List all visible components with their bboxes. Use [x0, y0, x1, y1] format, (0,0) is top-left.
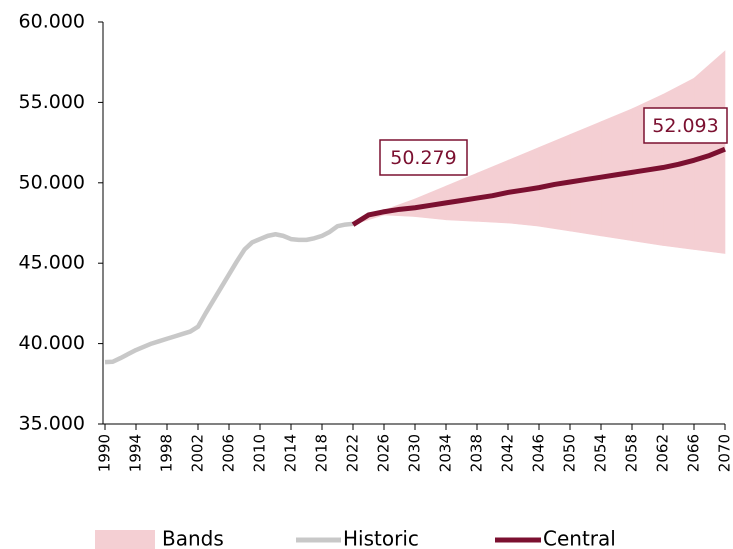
y-tick-label: 45.000	[19, 252, 85, 274]
x-tick-label: 2066	[685, 434, 703, 472]
x-tick-label: 2022	[344, 434, 362, 472]
x-tick-label: 2058	[623, 434, 641, 472]
line-2	[351, 146, 726, 227]
x-tick-label: 2070	[716, 434, 733, 472]
annotation-box	[643, 107, 728, 144]
x-tick-label: 2054	[592, 434, 610, 472]
x-tick-label: 2034	[437, 434, 455, 472]
annotation: 50.279	[390, 147, 456, 169]
x-tick-label: 2042	[499, 434, 517, 472]
x-tick-label: 2002	[189, 434, 207, 472]
y-tick-label: 40.000	[19, 332, 85, 354]
x-tick-label: 2006	[220, 434, 238, 472]
annotation: 52.093	[652, 115, 718, 137]
x-tick-label: 1990	[96, 434, 114, 472]
x-tick-label: 2014	[282, 434, 300, 472]
x-tick-label: 2050	[561, 434, 579, 472]
x-tick-label: 2038	[468, 434, 486, 472]
y-tick-label: 35.000	[19, 413, 85, 435]
legend-label: Bands	[162, 527, 224, 549]
x-tick-label: 2046	[530, 434, 548, 472]
legend-swatch	[95, 530, 155, 549]
y-tick-label: 55.000	[19, 91, 85, 113]
line-1	[104, 221, 354, 365]
x-tick-label: 2026	[375, 434, 393, 472]
legend-label: Central	[543, 527, 616, 549]
y-tick-label: 50.000	[19, 171, 85, 193]
x-tick-label: 2010	[251, 434, 269, 472]
x-tick-label: 2030	[406, 434, 424, 472]
annotation-box	[379, 139, 468, 176]
band-segment	[693, 50, 726, 254]
x-tick-label: 1998	[158, 434, 176, 472]
x-tick-label: 2062	[654, 434, 672, 472]
x-tick-label: 2018	[313, 434, 331, 472]
x-tick-label: 1994	[127, 434, 145, 472]
legend-label: Historic	[343, 527, 419, 549]
y-tick-label: 60.000	[19, 11, 85, 33]
